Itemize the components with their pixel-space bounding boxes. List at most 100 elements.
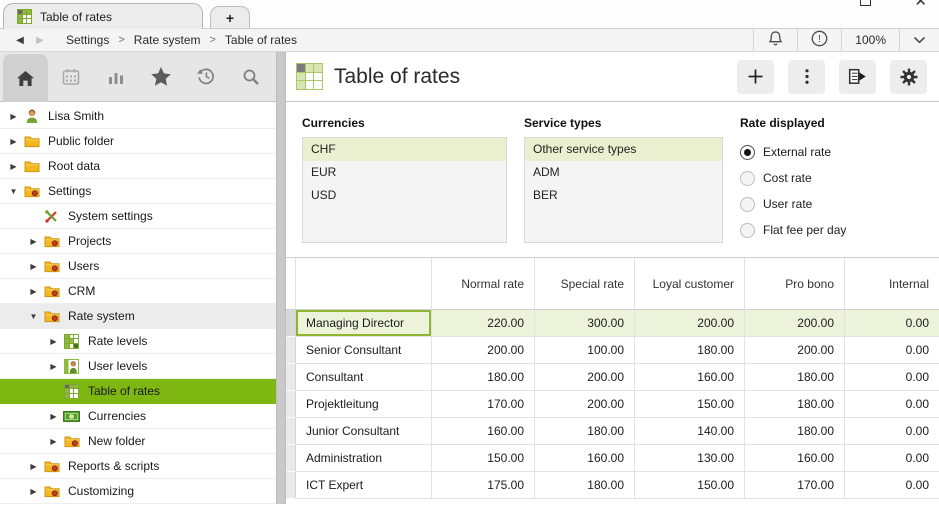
toolbar-calendar-button[interactable]	[48, 52, 93, 101]
tree-item-users[interactable]: ▶ Users	[0, 254, 276, 279]
list-item-ber[interactable]: BER	[533, 188, 558, 202]
column-header-internal[interactable]: Internal	[845, 258, 939, 310]
cell-ict-expert-internal[interactable]: 0.00	[845, 472, 939, 499]
expand-arrow-icon[interactable]: ▶	[30, 261, 37, 271]
cell-junior-consultant-normal-rate[interactable]: 160.00	[432, 418, 535, 445]
cell-projektleitung-special-rate[interactable]: 200.00	[535, 391, 635, 418]
tree-item-currencies[interactable]: ▶ Currencies	[0, 404, 276, 429]
expand-arrow-icon[interactable]: ▶	[50, 436, 57, 446]
column-header-normal-rate[interactable]: Normal rate	[432, 258, 535, 310]
tree-item-customizing[interactable]: ▶ Customizing	[0, 479, 276, 504]
info-button[interactable]: !	[797, 29, 841, 51]
tree-item-reports-scripts[interactable]: ▶ Reports & scripts	[0, 454, 276, 479]
row-selector-consultant[interactable]	[286, 364, 296, 391]
cell-consultant-internal[interactable]: 0.00	[845, 364, 939, 391]
expand-arrow-icon[interactable]: ▶	[10, 136, 17, 146]
toolbar-star-button[interactable]	[138, 52, 183, 101]
cell-senior-consultant-loyal-customer[interactable]: 180.00	[635, 337, 745, 364]
list-item-eur[interactable]: EUR	[311, 165, 337, 179]
row-label-administration[interactable]: Administration	[296, 445, 432, 472]
tree-item-user-levels[interactable]: ▶ User levels	[0, 354, 276, 379]
tree-item-settings[interactable]: ▼ Settings	[0, 179, 276, 204]
cell-administration-loyal-customer[interactable]: 130.00	[635, 445, 745, 472]
print-report-button[interactable]	[839, 59, 876, 94]
column-header-pro-bono[interactable]: Pro bono	[745, 258, 845, 310]
radio-user-rate[interactable]: User rate	[740, 191, 846, 217]
cell-managing-director-pro-bono[interactable]: 200.00	[745, 310, 845, 337]
tree-item-lisa-smith[interactable]: ▶ Lisa Smith	[0, 104, 276, 129]
row-label-managing-director[interactable]: Managing Director	[296, 310, 432, 337]
close-button[interactable]: ✕	[914, 0, 927, 10]
zoom-dropdown-button[interactable]	[899, 29, 939, 51]
cell-consultant-normal-rate[interactable]: 180.00	[432, 364, 535, 391]
row-selector-ict-expert[interactable]	[286, 472, 296, 499]
expand-arrow-icon[interactable]: ▶	[50, 336, 57, 346]
cell-projektleitung-loyal-customer[interactable]: 150.00	[635, 391, 745, 418]
tree-item-rate-levels[interactable]: ▶ Rate levels	[0, 329, 276, 354]
cell-junior-consultant-special-rate[interactable]: 180.00	[535, 418, 635, 445]
cell-administration-pro-bono[interactable]: 160.00	[745, 445, 845, 472]
zoom-level[interactable]: 100%	[841, 29, 899, 51]
radio-flat-fee-per-day[interactable]: Flat fee per day	[740, 217, 846, 243]
notifications-button[interactable]	[753, 29, 797, 51]
cell-junior-consultant-loyal-customer[interactable]: 140.00	[635, 418, 745, 445]
list-item-other-service-types[interactable]: Other service types	[525, 138, 722, 161]
tree-item-crm[interactable]: ▶ CRM	[0, 279, 276, 304]
view-settings-button[interactable]	[890, 59, 927, 94]
row-label-ict-expert[interactable]: ICT Expert	[296, 472, 432, 499]
cell-projektleitung-normal-rate[interactable]: 170.00	[432, 391, 535, 418]
cell-ict-expert-pro-bono[interactable]: 170.00	[745, 472, 845, 499]
expand-arrow-icon[interactable]: ▶	[30, 461, 37, 471]
nav-forward-icon[interactable]: ▶	[36, 34, 44, 46]
cell-managing-director-internal[interactable]: 0.00	[845, 310, 939, 337]
maximize-button[interactable]	[860, 0, 871, 6]
cell-junior-consultant-pro-bono[interactable]: 180.00	[745, 418, 845, 445]
expand-arrow-icon[interactable]: ▶	[10, 161, 17, 171]
collapse-arrow-icon[interactable]: ▼	[9, 186, 18, 196]
cell-administration-special-rate[interactable]: 160.00	[535, 445, 635, 472]
expand-arrow-icon[interactable]: ▶	[30, 286, 37, 296]
cell-consultant-loyal-customer[interactable]: 160.00	[635, 364, 745, 391]
breadcrumb-item-settings[interactable]: Settings	[66, 33, 110, 47]
toolbar-home-button[interactable]	[3, 54, 48, 102]
expand-arrow-icon[interactable]: ▶	[30, 236, 37, 246]
row-label-senior-consultant[interactable]: Senior Consultant	[296, 337, 432, 364]
sidebar-splitter[interactable]	[276, 52, 286, 504]
cell-managing-director-special-rate[interactable]: 300.00	[535, 310, 635, 337]
column-header-selector[interactable]	[286, 258, 296, 310]
cell-consultant-special-rate[interactable]: 200.00	[535, 364, 635, 391]
breadcrumb-item-table-of-rates[interactable]: Table of rates	[224, 33, 297, 47]
new-tab-button[interactable]: +	[210, 6, 250, 28]
tree-item-rate-system[interactable]: ▼ Rate system	[0, 304, 276, 329]
tree-item-system-settings[interactable]: System settings	[0, 204, 276, 229]
row-selector-administration[interactable]	[286, 445, 296, 472]
row-label-consultant[interactable]: Consultant	[296, 364, 432, 391]
column-header-special-rate[interactable]: Special rate	[535, 258, 635, 310]
cell-projektleitung-pro-bono[interactable]: 180.00	[745, 391, 845, 418]
list-item-adm[interactable]: ADM	[533, 165, 560, 179]
toolbar-search-button[interactable]	[228, 52, 273, 101]
column-header-loyal-customer[interactable]: Loyal customer	[635, 258, 745, 310]
more-actions-button[interactable]	[788, 59, 825, 94]
add-item-button[interactable]	[737, 59, 774, 94]
tree-item-projects[interactable]: ▶ Projects	[0, 229, 276, 254]
row-label-junior-consultant[interactable]: Junior Consultant	[296, 418, 432, 445]
expand-arrow-icon[interactable]: ▶	[50, 411, 57, 421]
expand-arrow-icon[interactable]: ▶	[30, 486, 37, 496]
radio-external-rate[interactable]: External rate	[740, 139, 846, 165]
cell-ict-expert-loyal-customer[interactable]: 150.00	[635, 472, 745, 499]
collapse-arrow-icon[interactable]: ▼	[29, 311, 38, 321]
nav-back-icon[interactable]: ◀	[16, 34, 24, 46]
tree-item-public-folder[interactable]: ▶ Public folder	[0, 129, 276, 154]
cell-consultant-pro-bono[interactable]: 180.00	[745, 364, 845, 391]
expand-arrow-icon[interactable]: ▶	[10, 111, 17, 121]
row-selector-senior-consultant[interactable]	[286, 337, 296, 364]
toolbar-history-button[interactable]	[183, 52, 228, 101]
list-item-usd[interactable]: USD	[311, 188, 337, 202]
tree-item-root-data[interactable]: ▶ Root data	[0, 154, 276, 179]
tree-item-new-folder[interactable]: ▶ New folder	[0, 429, 276, 454]
cell-senior-consultant-special-rate[interactable]: 100.00	[535, 337, 635, 364]
cell-ict-expert-normal-rate[interactable]: 175.00	[432, 472, 535, 499]
toolbar-bar-chart-button[interactable]	[93, 52, 138, 101]
cell-senior-consultant-pro-bono[interactable]: 200.00	[745, 337, 845, 364]
